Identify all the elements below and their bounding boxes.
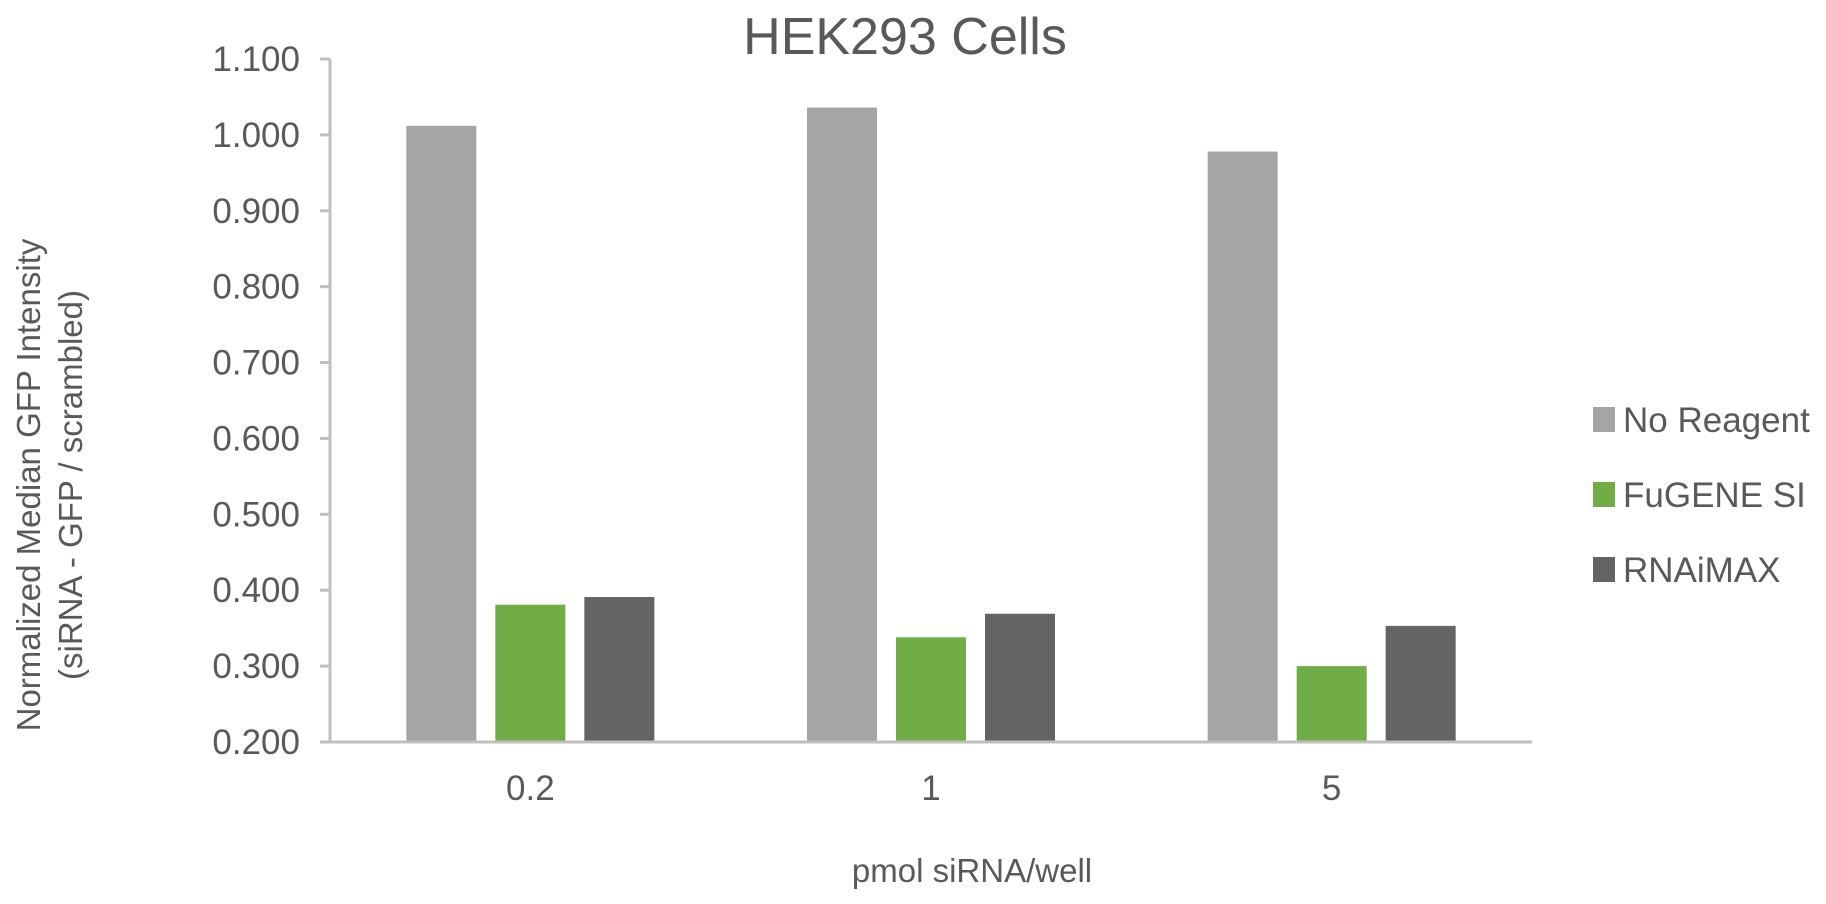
- y-tick-label: 0.800: [212, 268, 300, 307]
- x-axis-title: pmol siRNA/well: [852, 852, 1092, 889]
- y-axis-title-line-1: Normalized Median GFP Intensity: [10, 238, 47, 731]
- legend-swatch: [1593, 557, 1615, 582]
- y-axis-title: Normalized Median GFP Intensity (siRNA -…: [10, 238, 89, 731]
- plot-area: [406, 107, 1456, 742]
- legend-label: RNAiMAX: [1623, 551, 1781, 590]
- bar-fugene-si-0: [495, 604, 566, 742]
- bar-no-reagent-2: [1207, 151, 1278, 742]
- legend-swatch: [1593, 407, 1615, 432]
- y-tick-label: 0.600: [212, 419, 300, 458]
- bar-rnaimax-0: [584, 597, 655, 742]
- y-tick-label: 0.700: [212, 344, 300, 383]
- legend-swatch: [1593, 482, 1615, 507]
- chart-title: HEK293 Cells: [743, 8, 1067, 66]
- y-tick-label: 0.400: [212, 571, 300, 610]
- y-axis-ticks: 0.200 0.300 0.400 0.500 0.600 0.700 0.800 0.900…: [212, 40, 330, 762]
- y-tick-label: 0.200: [212, 723, 300, 762]
- legend-label: No Reagent: [1623, 401, 1810, 440]
- x-tick-label: 5: [1322, 769, 1341, 808]
- y-tick-label: 1.100: [212, 40, 300, 79]
- bar-fugene-si-1: [896, 637, 966, 742]
- y-axis-title-line-2: (siRNA - GFP / scrambled): [52, 290, 89, 680]
- bar-fugene-si-2: [1296, 666, 1367, 742]
- x-tick-label: 0.2: [506, 769, 555, 808]
- y-tick-label: 0.500: [212, 495, 300, 534]
- bar-rnaimax-1: [985, 613, 1055, 742]
- bar-no-reagent-1: [807, 107, 877, 742]
- bar-rnaimax-2: [1385, 625, 1456, 742]
- x-axis-ticks: 0.2 1 5: [506, 769, 1341, 808]
- bar-no-reagent-0: [406, 125, 477, 742]
- y-tick-label: 1.000: [212, 116, 300, 155]
- y-tick-label: 0.300: [212, 647, 300, 686]
- x-tick-label: 1: [921, 769, 940, 808]
- y-tick-label: 0.900: [212, 192, 300, 231]
- legend-label: FuGENE SI: [1623, 476, 1806, 515]
- legend: No Reagent FuGENE SI RNAiMAX: [1593, 401, 1810, 590]
